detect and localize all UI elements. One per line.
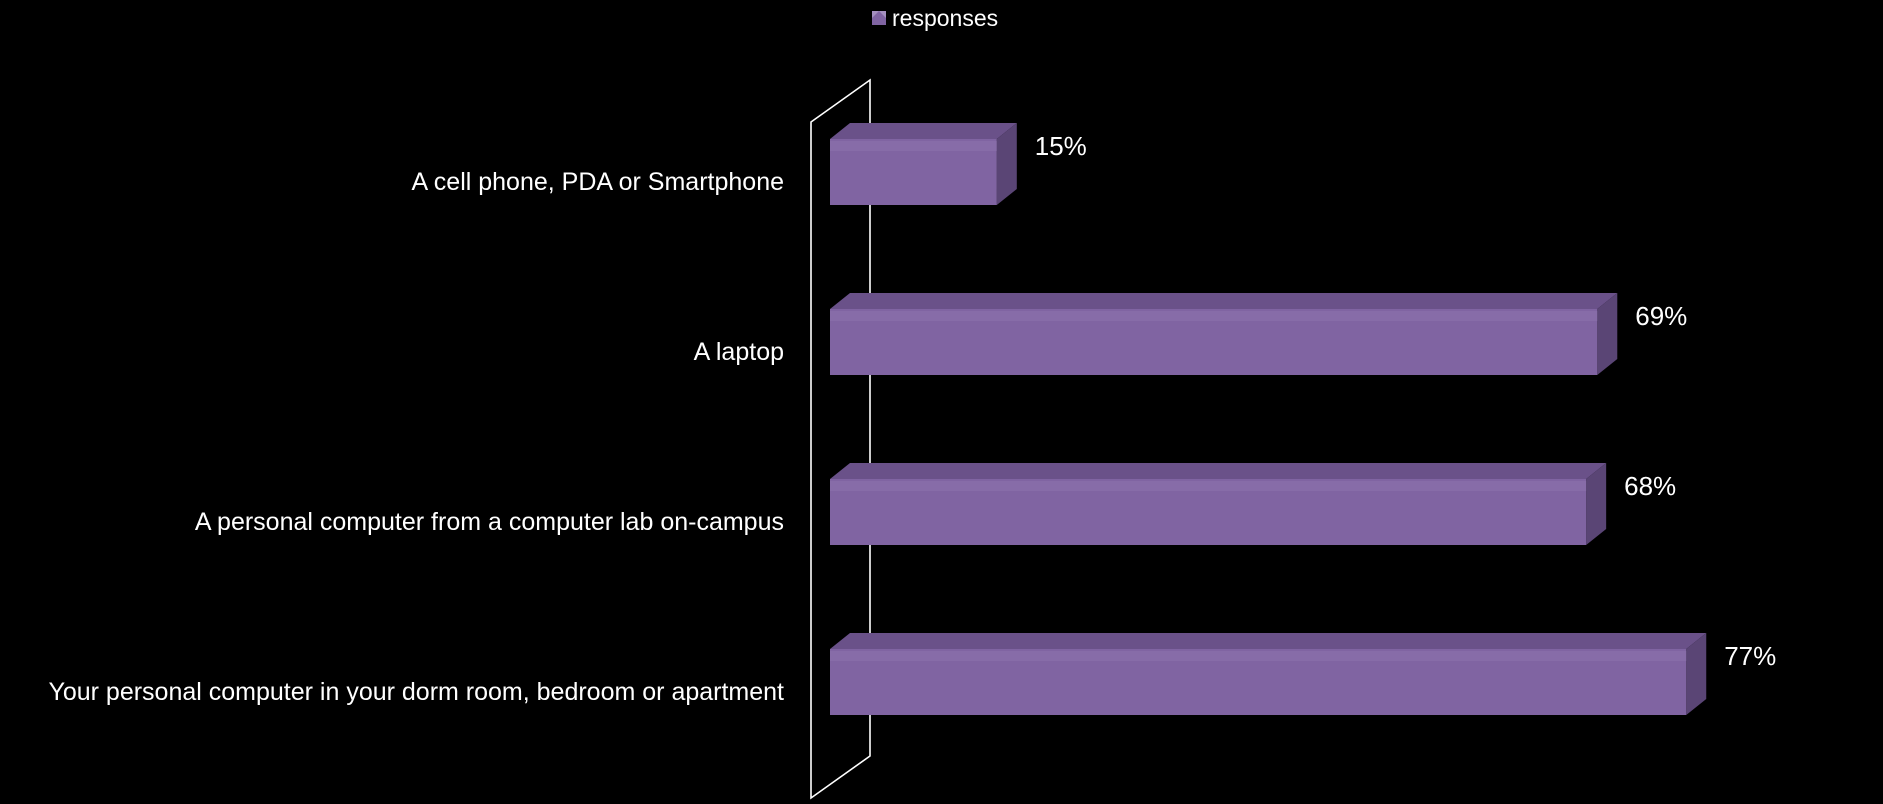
bar-highlight [830,481,1587,491]
category-labels: A cell phone, PDA or Smartphone A laptop A… [48,168,784,706]
legend-swatch [872,11,886,25]
axis-wall-outline [810,78,871,800]
bar-highlight [830,141,997,151]
data-label: 69% [1635,301,1687,331]
bar-top-face [830,123,1017,139]
data-label: 15% [1035,131,1087,161]
bar-top-face [830,463,1607,479]
bar-top-face [830,293,1618,309]
legend-label: responses [892,4,999,31]
bar-side-face [1686,633,1707,715]
bar-highlight [830,651,1687,661]
axis-wall [810,78,871,800]
bar-side-face [1597,293,1618,375]
bar-side-face [1586,463,1607,545]
category-label: A cell phone, PDA or Smartphone [412,168,784,196]
bar [830,123,1017,205]
data-label: 68% [1624,471,1676,501]
bar-side-face [996,123,1017,205]
bar [830,293,1618,375]
data-label: 77% [1724,641,1776,671]
legend: responses [872,4,998,32]
data-labels: 15% 69% 68% 77% [1035,131,1776,671]
bar [830,463,1607,545]
bar [830,633,1707,715]
category-label: A laptop [694,338,784,366]
category-label: Your personal computer in your dorm room… [48,678,784,706]
bar-highlight [830,311,1598,321]
bar-top-face [830,633,1707,649]
bars [830,123,1707,715]
category-label: A personal computer from a computer lab … [195,508,784,536]
